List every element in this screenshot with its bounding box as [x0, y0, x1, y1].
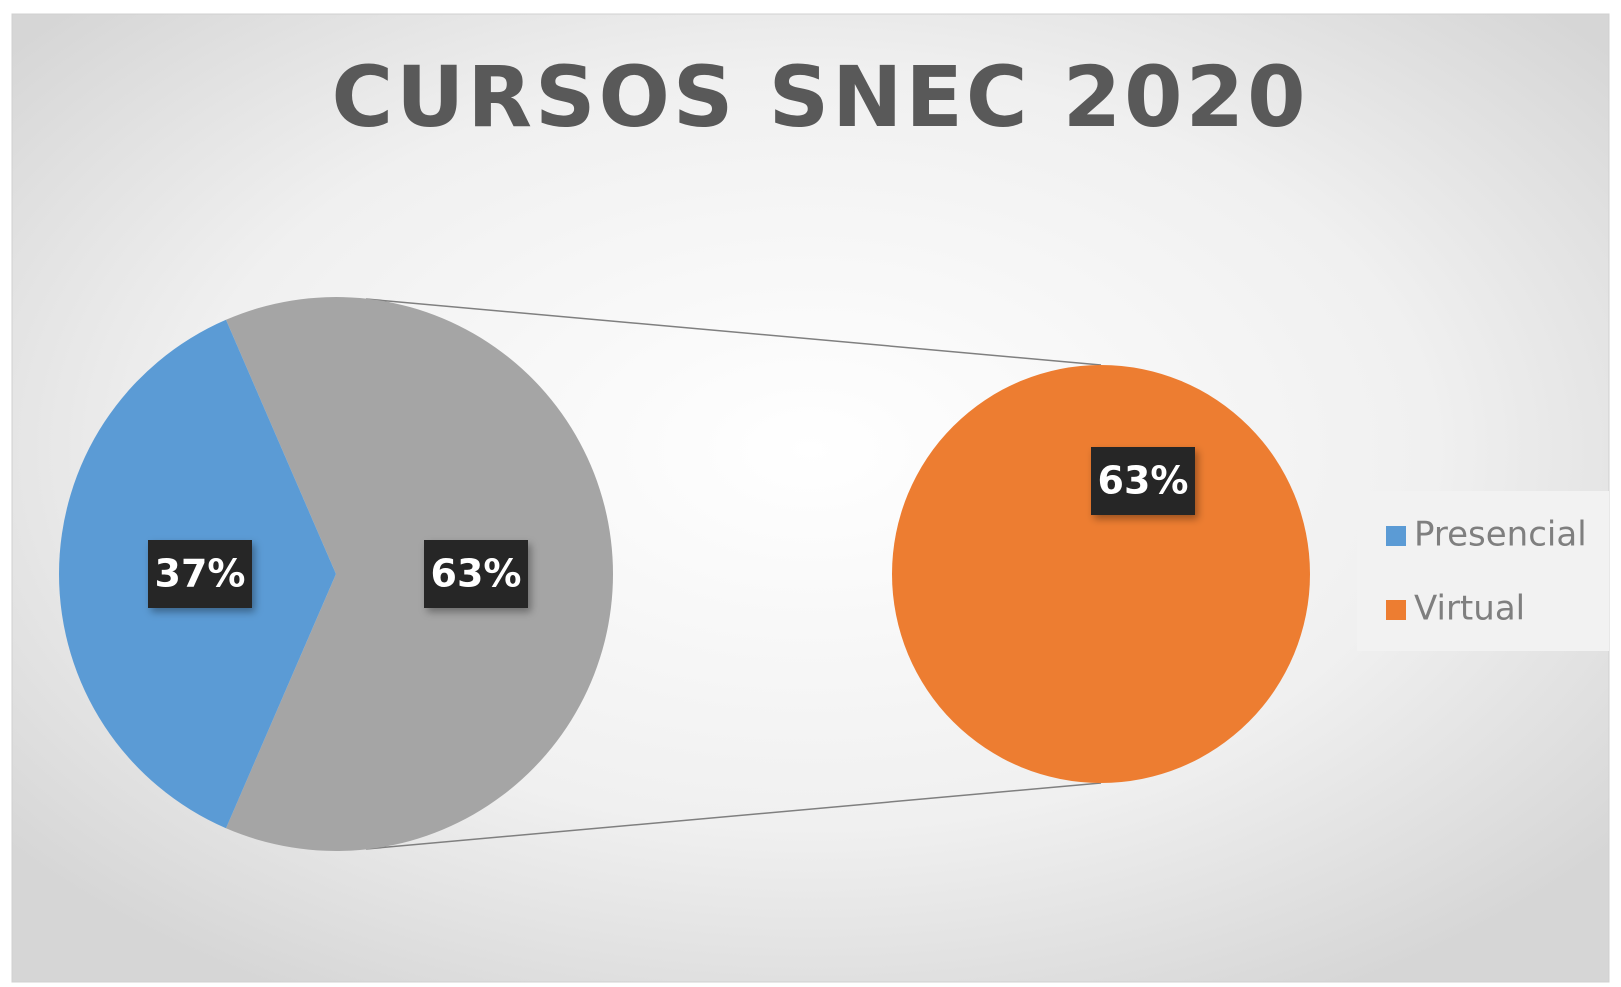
connector-line — [365, 782, 1102, 850]
connector-line — [365, 298, 1102, 366]
legend: Presencial Virtual — [1386, 515, 1587, 629]
data-label: 63% — [431, 552, 522, 596]
data-label: 37% — [155, 552, 246, 596]
chart-title: CURSOS SNEC 2020 — [331, 48, 1308, 146]
legend-swatch — [1386, 526, 1406, 546]
data-label-box — [424, 540, 528, 608]
data-label-box — [148, 540, 252, 608]
secondary-pie-slice — [892, 365, 1310, 783]
legend-swatch — [1386, 600, 1406, 620]
legend-label: Virtual — [1414, 589, 1525, 629]
pie-slice — [225, 297, 614, 851]
data-label-box — [1091, 447, 1195, 515]
legend-label: Presencial — [1414, 515, 1587, 555]
plot-area: 37% 63% 63% — [59, 297, 1310, 851]
legend-box — [1357, 491, 1609, 651]
data-label: 63% — [1098, 459, 1189, 503]
